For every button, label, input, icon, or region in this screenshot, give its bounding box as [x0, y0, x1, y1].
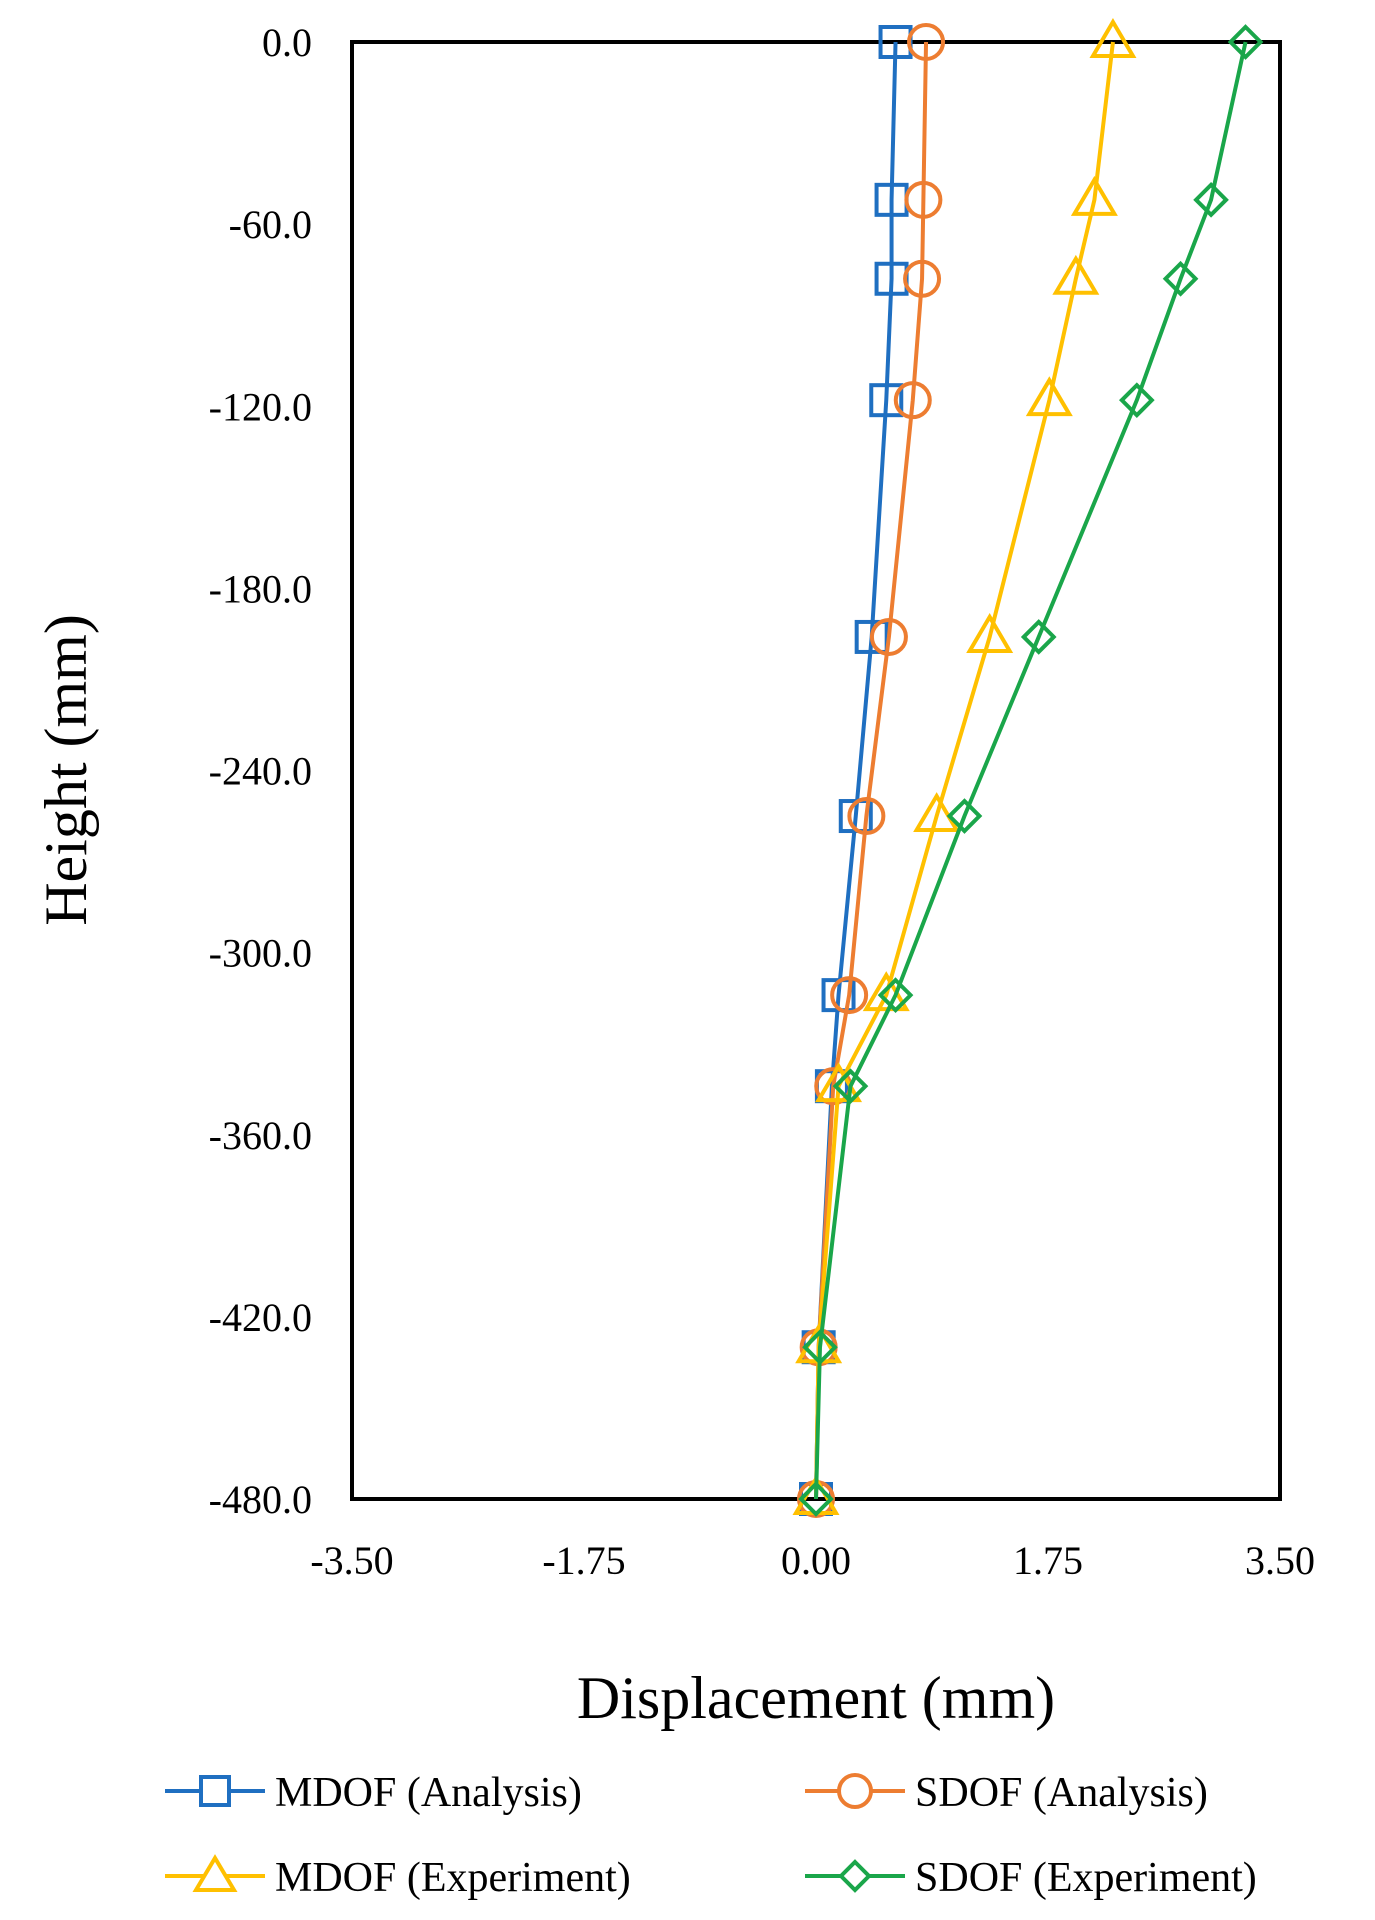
y-tick-labels: 0.0 -60.0 -120.0 -180.0 -240.0 -300.0 -360.0 -4…	[209, 20, 312, 1522]
series-line	[814, 41, 929, 1500]
data-point-triangle	[966, 612, 1014, 653]
data-point-square	[869, 383, 904, 418]
data-point-circle	[907, 23, 946, 61]
data-point-diamond	[877, 977, 914, 1013]
series-line	[814, 41, 1115, 1500]
data-point-circle	[893, 381, 932, 420]
legend-item-sdof-experiment: SDOF (Experiment)	[805, 1855, 1257, 1901]
y-tick-label: -480.0	[209, 1477, 312, 1522]
data-point-square	[854, 619, 889, 654]
data-point-triangle	[1052, 254, 1100, 295]
legend-item-mdof-experiment: MDOF (Experiment)	[165, 1854, 631, 1901]
series-circle	[797, 23, 946, 1518]
data-point-triangle	[1025, 376, 1073, 417]
y-axis-title: Height (mm)	[33, 614, 99, 926]
y-tick-label: -240.0	[209, 749, 312, 794]
data-point-diamond	[1020, 619, 1057, 655]
y-tick-label: -360.0	[209, 1113, 312, 1158]
x-tick-label: 0.00	[781, 1538, 851, 1583]
data-point-circle	[903, 259, 942, 298]
series-square	[799, 25, 913, 1516]
legend-label: SDOF (Analysis)	[915, 1770, 1208, 1816]
data-point-circle	[869, 617, 908, 656]
legend-item-mdof-analysis: MDOF (Analysis)	[165, 1770, 582, 1816]
x-tick-labels: -3.50 -1.75 0.00 1.75 3.50	[310, 1538, 1315, 1583]
y-tick-label: -180.0	[209, 566, 312, 611]
data-point-diamond	[798, 1481, 834, 1517]
y-tick-label: 0.0	[262, 20, 312, 65]
y-tick-label: -420.0	[209, 1295, 312, 1340]
legend-label: MDOF (Experiment)	[275, 1855, 631, 1901]
series-line	[814, 41, 1248, 1500]
series-triangle	[792, 18, 1137, 1515]
data-point-diamond	[946, 798, 983, 834]
data-point-diamond	[1193, 182, 1229, 218]
data-point-diamond	[1227, 24, 1264, 60]
legend-label: MDOF (Analysis)	[275, 1770, 582, 1816]
legend-marker-triangle	[192, 1854, 238, 1892]
data-point-diamond	[1118, 382, 1155, 419]
x-tick-label: 1.75	[1013, 1538, 1083, 1583]
legend-marker-diamond	[838, 1859, 872, 1893]
legend: MDOF (Analysis) SDOF (Analysis) MDOF (Ex…	[165, 1770, 1257, 1901]
series-diamond	[798, 24, 1264, 1517]
data-point-circle	[904, 180, 943, 219]
data-point-triangle	[1070, 175, 1118, 216]
legend-marker-square	[199, 1775, 231, 1807]
data-point-triangle	[815, 1062, 863, 1103]
y-tick-label: -120.0	[209, 384, 312, 429]
data-point-circle	[847, 797, 886, 836]
data-point-circle	[830, 976, 869, 1015]
y-tick-label: -60.0	[229, 202, 312, 247]
data-point-triangle	[913, 792, 961, 833]
legend-label: SDOF (Experiment)	[915, 1855, 1257, 1901]
x-tick-label: 3.50	[1245, 1538, 1315, 1583]
x-axis-title: Displacement (mm)	[577, 1665, 1055, 1731]
plot-area	[350, 40, 1282, 1501]
data-point-diamond	[802, 1329, 838, 1366]
y-tick-label: -300.0	[209, 931, 312, 976]
data-point-triangle	[1089, 18, 1137, 58]
x-tick-label: -3.50	[310, 1538, 393, 1583]
data-point-diamond	[1162, 260, 1199, 297]
data-point-diamond	[832, 1068, 869, 1105]
legend-item-sdof-analysis: SDOF (Analysis)	[805, 1770, 1208, 1816]
series-layer	[792, 18, 1264, 1518]
legend-marker-circle	[837, 1773, 873, 1809]
x-tick-label: -1.75	[542, 1538, 625, 1583]
